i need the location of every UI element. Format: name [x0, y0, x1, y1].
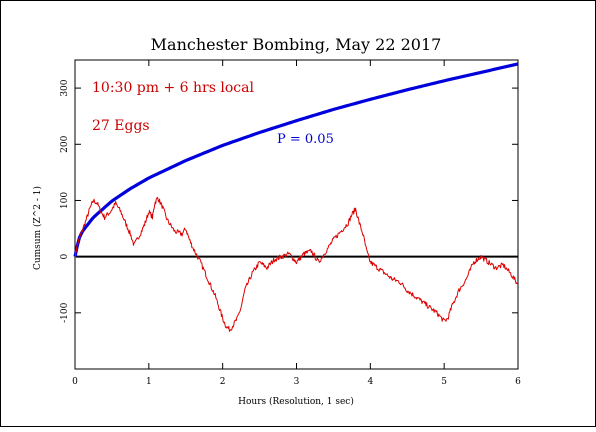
x-tick-label: 0 [72, 377, 78, 387]
y-tick-label: 0 [60, 254, 70, 260]
probability-envelope-line [73, 62, 519, 257]
x-tick-label: 1 [146, 377, 152, 387]
x-tick-label: 2 [220, 377, 226, 387]
x-tick-label: 4 [367, 377, 373, 387]
axis-ticks: 0 1 2 3 4 5 6 -100 0 100 200 300 [60, 60, 521, 387]
chart-title: Manchester Bombing, May 22 2017 [151, 35, 442, 54]
y-tick-label: -100 [60, 302, 70, 322]
y-tick-label: 200 [60, 135, 70, 152]
x-axis-label: Hours (Resolution, 1 sec) [238, 396, 354, 407]
x-tick-label: 3 [294, 377, 300, 387]
y-tick-label: 300 [60, 79, 70, 96]
annotation-egg-count: 27 Eggs [92, 118, 150, 134]
annotation-probability: P = 0.05 [277, 132, 334, 147]
annotation-time-window: 10:30 pm + 6 hrs local [92, 80, 254, 96]
y-tick-label: 100 [60, 192, 70, 209]
x-tick-label: 6 [515, 377, 521, 387]
y-axis-label: Cumsum (Z^2 - 1) [32, 186, 43, 270]
x-tick-label: 5 [441, 377, 447, 387]
plot-area: 0 1 2 3 4 5 6 -100 0 100 200 300 10:30 pm + 6 hrs l… [60, 59, 521, 387]
cumulative-deviation-line [74, 197, 519, 332]
series-layer [73, 62, 519, 332]
